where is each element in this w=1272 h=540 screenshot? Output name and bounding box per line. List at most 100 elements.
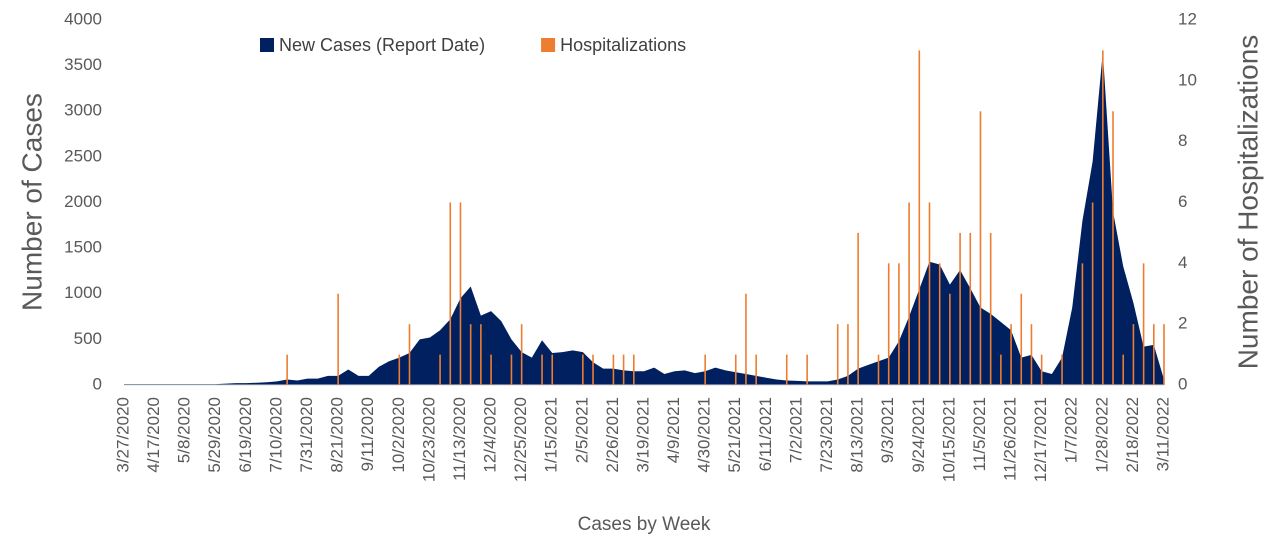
x-tick-label: 5/21/2021 <box>725 397 744 473</box>
bar <box>918 50 921 386</box>
x-tick-label: 12/25/2020 <box>511 397 530 482</box>
bar <box>551 354 554 385</box>
bar <box>755 354 757 385</box>
bar <box>459 202 462 385</box>
bar <box>398 354 401 385</box>
bar <box>1010 324 1012 385</box>
x-tick-label: 7/31/2020 <box>297 397 316 473</box>
x-tick-label: 4/17/2020 <box>144 397 163 473</box>
x-tick-label: 2/18/2022 <box>1123 397 1142 473</box>
x-tick-label: 9/24/2021 <box>909 397 928 473</box>
bar <box>582 354 584 385</box>
bar <box>1081 263 1084 385</box>
bar <box>1040 354 1043 385</box>
bar <box>1132 324 1135 385</box>
bar <box>1000 354 1002 385</box>
bar <box>847 324 849 385</box>
bar <box>1153 324 1155 385</box>
bar <box>337 293 339 385</box>
x-tick-label: 5/8/2020 <box>175 397 194 463</box>
legend-label: Hospitalizations <box>560 35 686 55</box>
bar <box>520 324 523 385</box>
bar <box>857 232 859 385</box>
bar <box>887 263 890 385</box>
bar <box>1102 50 1104 386</box>
bar <box>633 354 635 385</box>
bar <box>286 354 288 385</box>
bar <box>836 324 839 385</box>
bar <box>510 354 513 385</box>
y2-tick-label: 8 <box>1178 131 1187 150</box>
x-tick-label: 6/11/2021 <box>756 397 775 471</box>
bar <box>1112 111 1114 385</box>
bar <box>898 263 900 385</box>
y-tick-label: 2000 <box>64 192 102 211</box>
x-tick-label: 7/23/2021 <box>817 397 836 473</box>
legend-swatch <box>260 38 274 52</box>
bar <box>1122 354 1125 385</box>
bar <box>469 324 472 385</box>
x-axis-title: Cases by Week <box>578 514 711 535</box>
x-tick-label: 4/30/2021 <box>695 397 714 473</box>
bar <box>480 324 482 385</box>
bar <box>622 354 625 385</box>
bar <box>1142 263 1145 385</box>
x-tick-label: 3/27/2020 <box>113 397 132 473</box>
area <box>124 51 1164 385</box>
bar <box>979 111 982 385</box>
y-tick-label: 0 <box>93 374 102 393</box>
x-tick-label: 6/19/2020 <box>236 397 255 473</box>
x-tick-label: 12/17/2021 <box>1031 397 1050 482</box>
y-tick-label: 1000 <box>64 283 102 302</box>
x-tick-label: 11/26/2021 <box>1001 397 1020 481</box>
y-tick-label: 3500 <box>64 55 102 74</box>
bar <box>959 232 961 385</box>
legend-label: New Cases (Report Date) <box>279 35 485 55</box>
y-tick-label: 2500 <box>64 146 102 165</box>
bar <box>1091 202 1094 385</box>
x-tick-label: 7/10/2020 <box>266 397 285 473</box>
bar <box>928 202 931 385</box>
x-tick-label: 12/4/2020 <box>481 397 500 473</box>
x-tick-label: 2/5/2021 <box>572 397 591 463</box>
x-tick-label: 1/28/2022 <box>1092 397 1111 473</box>
bar <box>734 354 737 385</box>
bar <box>408 324 411 385</box>
bar <box>989 232 992 385</box>
bar <box>449 202 452 385</box>
bar <box>1020 293 1023 385</box>
x-tick-label: 1/7/2022 <box>1062 397 1081 463</box>
y2-tick-label: 0 <box>1178 374 1187 393</box>
y-tick-label: 3000 <box>64 101 102 120</box>
bar <box>806 354 808 385</box>
x-tick-label: 5/29/2020 <box>205 397 224 473</box>
bar <box>949 293 951 385</box>
x-tick-label: 8/13/2021 <box>848 397 867 473</box>
y-axis-title: Number of Cases <box>16 93 47 311</box>
x-tick-label: 4/9/2021 <box>664 397 683 463</box>
bar <box>541 354 543 385</box>
y-tick-label: 1500 <box>64 238 102 257</box>
bar <box>877 354 880 385</box>
bar <box>704 354 706 385</box>
bar <box>1163 324 1165 385</box>
y-tick-label: 500 <box>74 329 102 348</box>
x-tick-label: 9/3/2021 <box>878 397 897 463</box>
bar <box>490 354 492 385</box>
x-tick-label: 11/5/2021 <box>970 397 989 471</box>
bar <box>1030 324 1033 385</box>
x-tick-label: 8/21/2020 <box>328 397 347 473</box>
y2-tick-label: 6 <box>1178 192 1187 211</box>
bar <box>745 293 747 385</box>
bar <box>612 354 615 385</box>
x-tick-label: 10/15/2021 <box>939 397 958 482</box>
x-tick-label: 3/19/2021 <box>633 397 652 473</box>
bar <box>908 202 910 385</box>
bar <box>969 232 972 385</box>
bar <box>1061 354 1063 385</box>
x-tick-label: 10/23/2020 <box>419 397 438 482</box>
bar <box>938 263 941 385</box>
y2-axis-title: Number of Hospitalizations <box>1232 35 1263 370</box>
x-tick-label: 1/15/2021 <box>542 397 561 473</box>
